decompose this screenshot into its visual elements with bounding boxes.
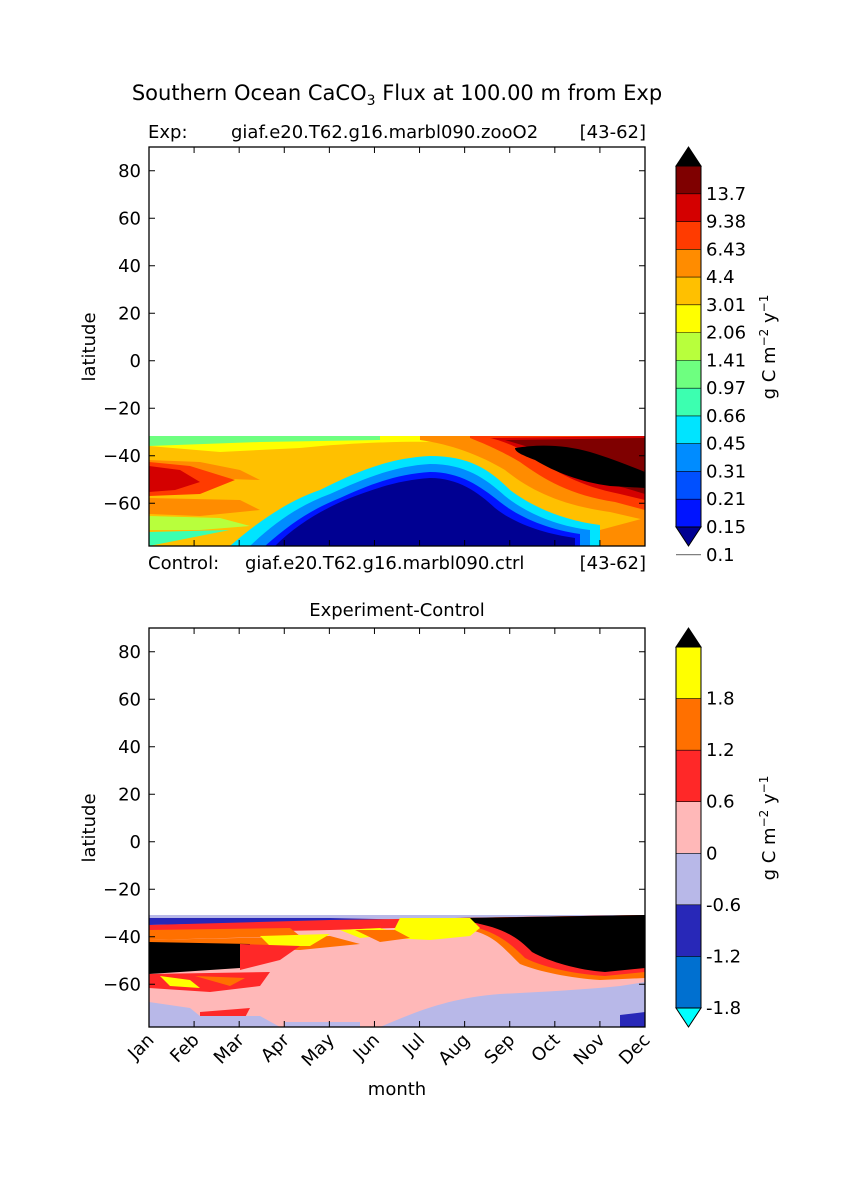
colorbar-swatch: [676, 956, 701, 1009]
top-axes-frame: [148, 146, 646, 547]
xtick-label: Aug: [434, 1030, 474, 1070]
bottom-yticks: 80 60 40 20 0 −20 −40 −60: [103, 642, 645, 995]
bottom-axes-frame: [148, 627, 646, 1028]
ytick-label: 80: [118, 642, 141, 663]
xtick-label: Dec: [615, 1030, 654, 1069]
colorbar-swatch: [676, 853, 701, 906]
exp-label: Exp:: [148, 122, 188, 143]
colorbar-tick-label: -1.2: [706, 946, 741, 967]
colorbar-swatch: [676, 221, 701, 250]
colorbar-swatch: [676, 360, 701, 389]
top-yticks: 80 60 40 20 0 −20 −40 −60: [103, 161, 645, 514]
colorbar-tick-label: 0.6: [706, 792, 735, 813]
colorbar-tick-label: 0: [706, 843, 717, 864]
colorbar-swatch: [676, 249, 701, 278]
xtick-label: May: [298, 1029, 339, 1070]
colorbar-swatch: [676, 904, 701, 957]
colorbar-swatch: [676, 193, 701, 223]
bottom-colorbar-label: g C m−2 y−1: [757, 776, 780, 881]
xtick-label: Apr: [257, 1029, 294, 1066]
top-colorbar-label: g C m−2 y−1: [757, 295, 780, 400]
bottom-colorbar: 1.8 1.2 0.6 0 -0.6 -1.2 -1.8: [675, 627, 741, 1028]
colorbar-tick-label: -0.6: [706, 895, 741, 916]
xtick-label: Sep: [480, 1030, 519, 1069]
colorbar-swatch: [676, 332, 701, 361]
ytick-label: 40: [118, 737, 141, 758]
colorbar-swatch: [676, 277, 701, 306]
ytick-label: 80: [118, 161, 141, 182]
colorbar-tick-label: 0.97: [706, 378, 746, 399]
ytick-label: 0: [130, 351, 141, 372]
colorbar-tick-label: 0.15: [706, 517, 746, 538]
colorbar-swatch: [676, 698, 701, 751]
colorbar-tick-label: 9.38: [706, 212, 746, 233]
ctrl-name: giaf.e20.T62.g16.marbl090.ctrl: [245, 553, 524, 574]
colorbar-tick-label: 0.66: [706, 406, 746, 427]
colorbar-swatch: [676, 801, 701, 854]
xtick-label: Oct: [527, 1030, 564, 1067]
colorbar-tick-label: 1.41: [706, 350, 746, 371]
exp-name: giaf.e20.T62.g16.marbl090.zooO2: [231, 122, 538, 143]
colorbar-swatch: [676, 443, 701, 472]
colorbar-tick-label: 4.4: [706, 267, 735, 288]
ytick-label: −40: [103, 927, 141, 948]
ytick-label: −20: [103, 879, 141, 900]
colorbar-swatch: [676, 471, 701, 500]
xtick-label: Jun: [349, 1030, 384, 1065]
bottom-xlabel: month: [368, 1079, 426, 1100]
ctrl-label: Control:: [148, 553, 219, 574]
colorbar-extend-min: [675, 1007, 702, 1028]
colorbar-extend-min: [675, 526, 702, 547]
ytick-label: 40: [118, 256, 141, 277]
colorbar-swatch: [676, 388, 701, 417]
ytick-label: −40: [103, 446, 141, 467]
colorbar-swatch: [676, 166, 701, 195]
xtick-label: Jul: [398, 1030, 429, 1061]
figure-title: Southern Ocean CaCO3 Flux at 100.00 m fr…: [132, 81, 662, 109]
colorbar-swatch: [676, 647, 701, 700]
colorbar-tick-label: 6.43: [706, 239, 746, 260]
ytick-label: 20: [118, 784, 141, 805]
colorbar-swatch: [676, 415, 701, 445]
bottom-ylabel: latitude: [79, 793, 100, 862]
colorbar-swatch: [676, 499, 701, 528]
colorbar-swatch: [676, 750, 701, 803]
colorbar-tick-label: 13.7: [706, 184, 746, 205]
xtick-label: Feb: [166, 1030, 203, 1067]
top-ylabel: latitude: [79, 312, 100, 381]
colorbar-tick-label: 3.01: [706, 295, 746, 316]
colorbar-tick-label: 0.31: [706, 461, 746, 482]
colorbar-tick-label: 0.45: [706, 434, 746, 455]
xtick-label: Nov: [570, 1029, 610, 1069]
ytick-label: 60: [118, 208, 141, 229]
colorbar-swatch: [676, 304, 701, 334]
top-colorbar: 13.7 9.38 6.43 4.4 3.01 2.06 1.41 0.97 0.66 0.45 0…: [675, 146, 746, 566]
colorbar-tick-label: 2.06: [706, 323, 746, 344]
bottom-panel: Control: giaf.e20.T62.g16.marbl090.ctrl …: [79, 553, 780, 1100]
colorbar-tick-label: 1.8: [706, 689, 735, 710]
ytick-label: 60: [118, 689, 141, 710]
colorbar-tick-label: 0.21: [706, 489, 746, 510]
xtick-label: Jan: [123, 1030, 158, 1065]
top-heatmap: [149, 147, 645, 546]
colorbar-tick-label: 1.2: [706, 740, 735, 761]
bottom-heatmap: [149, 628, 645, 1027]
colorbar-tick-label: -1.8: [706, 998, 741, 1019]
ytick-label: 20: [118, 303, 141, 324]
colorbar-extend-max: [675, 627, 702, 648]
ytick-label: −60: [103, 974, 141, 995]
colorbar-extend-max: [675, 146, 702, 167]
top-panel: Exp: giaf.e20.T62.g16.marbl090.zooO2 [43…: [79, 122, 780, 566]
ytick-label: 0: [130, 832, 141, 853]
colorbar-tick-label: 0.1: [706, 545, 735, 566]
exp-years: [43-62]: [580, 122, 646, 143]
ctrl-years: [43-62]: [580, 553, 646, 574]
ytick-label: −20: [103, 398, 141, 419]
ytick-label: −60: [103, 493, 141, 514]
top-xticks: [148, 147, 646, 546]
bottom-title: Experiment-Control: [309, 600, 485, 621]
xtick-label: Mar: [210, 1029, 249, 1068]
